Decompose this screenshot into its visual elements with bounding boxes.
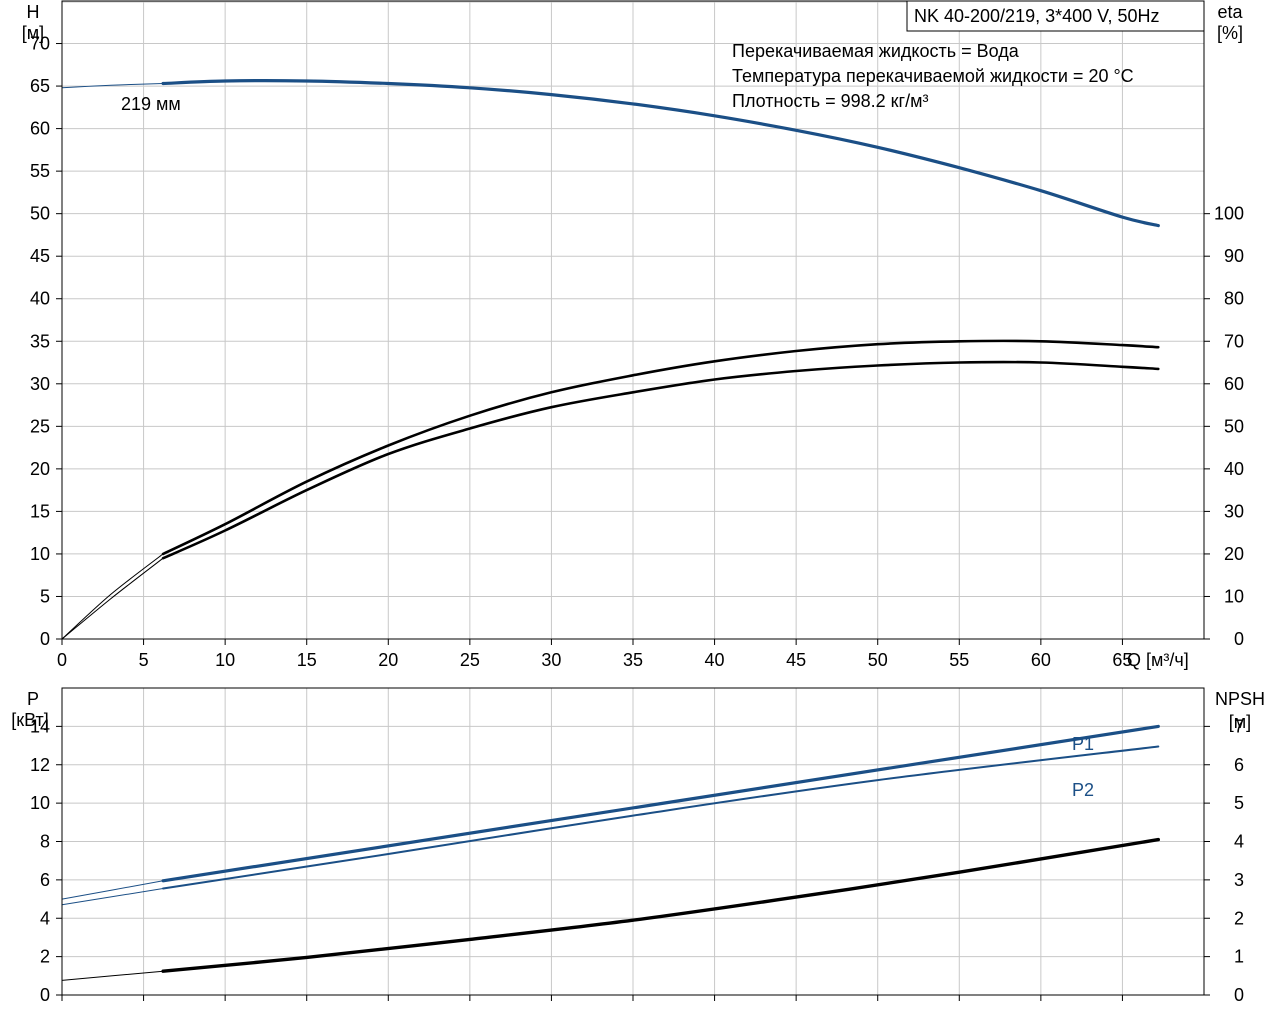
upper-series xyxy=(61,79,1160,640)
eta-curve-extension xyxy=(61,557,164,640)
left-tick-label: 20 xyxy=(30,459,50,479)
head-curve xyxy=(161,79,1160,228)
chart-title: NK 40-200/219, 3*400 V, 50Hz xyxy=(914,6,1160,26)
fluid-note: Перекачиваемая жидкость = Вода xyxy=(732,41,1020,61)
left-tick-label: 55 xyxy=(30,161,50,181)
right-tick-label: 30 xyxy=(1224,501,1244,521)
eta-curve-extension xyxy=(61,553,164,640)
upper-plot-frame xyxy=(61,0,1205,640)
p1-series-label: P1 xyxy=(1072,734,1094,754)
eta-axis-label: eta xyxy=(1217,2,1243,22)
left-tick-label: 45 xyxy=(30,246,50,266)
power2-curve xyxy=(162,745,1160,890)
lower-grid xyxy=(62,688,1204,995)
right-tick-label: 50 xyxy=(1224,416,1244,436)
x-tick-label: 0 xyxy=(57,650,67,670)
left-tick-label: 25 xyxy=(30,416,50,436)
upper-grid xyxy=(62,1,1204,639)
left-tick-label: 70 xyxy=(30,34,50,54)
eta-curve xyxy=(161,339,1160,556)
left-tick-label: 15 xyxy=(30,501,50,521)
right-tick-label: 1 xyxy=(1234,947,1244,967)
left-tick-label: 2 xyxy=(40,947,50,967)
x-tick-label: 55 xyxy=(949,650,969,670)
right-tick-label: 40 xyxy=(1224,459,1244,479)
left-tick-label: 50 xyxy=(30,204,50,224)
right-tick-label: 2 xyxy=(1234,908,1244,928)
x-tick-label: 15 xyxy=(297,650,317,670)
power-axis-label: P xyxy=(27,689,39,709)
npsh-axis-label: NPSH xyxy=(1215,689,1265,709)
left-tick-label: 60 xyxy=(30,119,50,139)
flow-axis-label: Q [м³/ч] xyxy=(1127,650,1189,670)
left-tick-label: 5 xyxy=(40,586,50,606)
temperature-note: Температура перекачиваемой жидкости = 20… xyxy=(732,66,1134,86)
density-note: Плотность = 998.2 кг/м³ xyxy=(732,91,928,111)
x-tick-label: 60 xyxy=(1031,650,1051,670)
x-tick-label: 10 xyxy=(215,650,235,670)
x-tick-label: 5 xyxy=(139,650,149,670)
power1-curve xyxy=(161,724,1160,883)
x-tick-label: 50 xyxy=(868,650,888,670)
left-tick-label: 35 xyxy=(30,331,50,351)
title-box xyxy=(906,0,1205,32)
left-tick-label: 30 xyxy=(30,374,50,394)
x-tick-label: 20 xyxy=(378,650,398,670)
npsh-axis-unit: [м] xyxy=(1229,712,1251,732)
x-tick-label: 40 xyxy=(705,650,725,670)
left-tick-label: 0 xyxy=(40,629,50,649)
left-tick-label: 12 xyxy=(30,755,50,775)
x-tick-label: 65 xyxy=(1112,650,1132,670)
right-tick-label: 7 xyxy=(1234,716,1244,736)
x-tick-label: 25 xyxy=(460,650,480,670)
right-tick-label: 0 xyxy=(1234,985,1244,1005)
x-tick-label: 35 xyxy=(623,650,643,670)
head-axis-unit: [м] xyxy=(22,23,44,43)
power2-curve-extension xyxy=(61,888,164,906)
right-tick-label: 5 xyxy=(1234,793,1244,813)
left-tick-label: 6 xyxy=(40,870,50,890)
left-tick-label: 10 xyxy=(30,544,50,564)
left-tick-label: 10 xyxy=(30,793,50,813)
x-tick-label: 45 xyxy=(786,650,806,670)
lower-series xyxy=(61,724,1160,981)
right-tick-label: 80 xyxy=(1224,289,1244,309)
right-tick-label: 4 xyxy=(1234,832,1244,852)
right-tick-label: 0 xyxy=(1234,629,1244,649)
right-tick-label: 60 xyxy=(1224,374,1244,394)
right-tick-label: 100 xyxy=(1214,204,1244,224)
eta-axis-unit: [%] xyxy=(1217,23,1243,43)
head-axis-label: H xyxy=(27,2,40,22)
upper-panel: 0510152025303540455055606570010203040506… xyxy=(22,0,1244,670)
right-tick-label: 20 xyxy=(1224,544,1244,564)
left-tick-label: 8 xyxy=(40,832,50,852)
right-tick-label: 10 xyxy=(1224,586,1244,606)
left-tick-label: 0 xyxy=(40,985,50,1005)
power-axis-unit: [кВт] xyxy=(11,710,49,730)
x-tick-label: 30 xyxy=(541,650,561,670)
left-tick-label: 14 xyxy=(30,716,50,736)
npsh-curve-extension xyxy=(61,970,164,981)
left-tick-label: 40 xyxy=(30,289,50,309)
right-tick-label: 70 xyxy=(1224,331,1244,351)
right-tick-label: 90 xyxy=(1224,246,1244,266)
eta-curve xyxy=(161,360,1160,560)
impeller-diameter-label: 219 мм xyxy=(121,94,181,114)
p2-series-label: P2 xyxy=(1072,780,1094,800)
right-tick-label: 6 xyxy=(1234,755,1244,775)
power1-curve-extension xyxy=(61,880,164,900)
upper-ticks: 0510152025303540455055606570010203040506… xyxy=(30,34,1244,670)
right-tick-label: 3 xyxy=(1234,870,1244,890)
left-tick-label: 65 xyxy=(30,76,50,96)
left-tick-label: 4 xyxy=(40,908,50,928)
head-curve-extension xyxy=(61,83,164,89)
npsh-curve xyxy=(161,837,1160,973)
lower-plot-frame xyxy=(61,687,1205,996)
